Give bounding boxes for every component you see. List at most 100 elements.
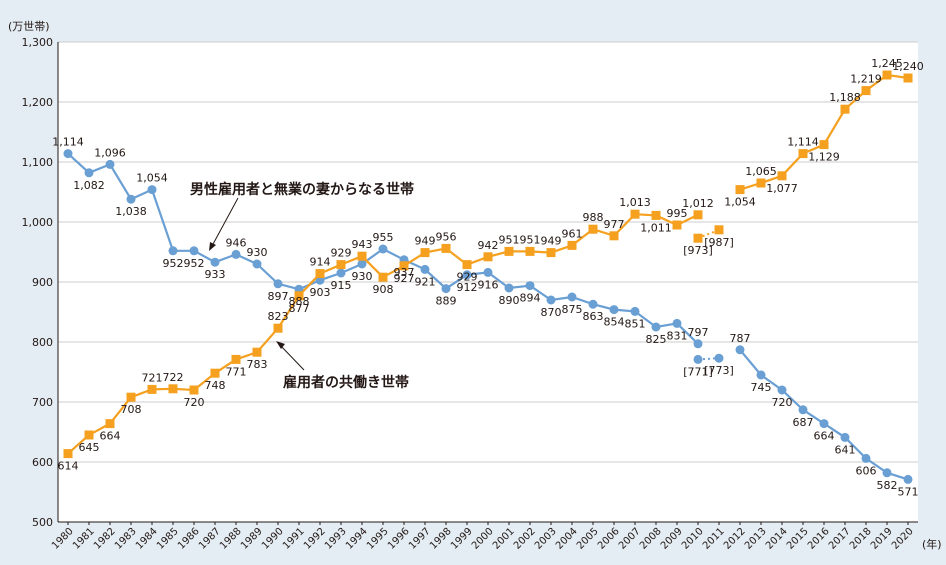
single-income-value-label: 916 [478,278,499,291]
single-income-value-label: 870 [541,306,562,319]
dual-income-point [63,449,73,459]
single-income-value-label: 641 [835,443,856,456]
legend-dual-income: 雇用者の共働き世帯 [276,341,409,391]
single-income-value-label: 797 [688,326,709,339]
single-income-value-label: 571 [898,485,919,498]
single-income-point [462,270,472,280]
dual-income-point [525,246,535,256]
dual-income-point [840,104,850,114]
single-income-value-label: 912 [457,281,478,294]
single-income-value-label: 952 [163,257,184,270]
single-income-value-label: 890 [499,294,520,307]
dual-income-value-label: 1,219 [850,73,882,86]
dual-income-reference-label: [973] [683,244,713,257]
dual-income-value-label: 929 [331,247,352,260]
single-income-value-label: 952 [184,257,205,270]
dual-income-value-label: 721 [142,371,163,384]
dual-income-value-label: 1,114 [787,136,819,149]
dual-income-reference-point [693,233,703,243]
dual-income-point [798,149,808,159]
dual-income-value-label: 929 [457,271,478,284]
dual-income-point [861,86,871,96]
single-income-value-label: 889 [436,295,457,308]
dual-income-point [903,73,913,83]
dual-income-value-label: 951 [520,233,541,246]
single-income-point [378,244,388,254]
single-income-point [672,318,682,328]
dual-income-point [147,384,157,394]
single-income-value-label: 745 [751,381,772,394]
dual-income-reference-point [714,225,724,235]
dual-income-point [483,252,493,262]
dual-income-value-label: 927 [394,272,415,285]
dual-income-reference-label: [987] [704,236,734,249]
dual-income-value-label: 914 [310,256,331,269]
dual-income-value-label: 748 [205,379,226,392]
legend-dual-income-arrowhead [276,341,285,349]
dual-income-point [441,243,451,253]
single-income-point [147,185,157,195]
gridlines [58,41,918,523]
single-income-reference-label: [773] [704,364,734,377]
single-income-point [357,259,367,269]
single-income-value-label: 1,082 [73,179,105,192]
dual-income-point [378,272,388,282]
y-tick-label: 500 [32,516,53,529]
single-income-value-label: 937 [394,266,415,279]
single-income-value-label: 1,114 [52,136,84,149]
single-income-value-label: 664 [814,430,835,443]
single-income-point [126,194,136,204]
dual-income-point [693,210,703,220]
dual-income-value-label: 1,077 [766,182,798,195]
single-income-point [819,419,829,429]
single-income-point [84,168,94,178]
legend-single-income: 男性雇用者と無業の妻からなる世帯 [190,181,414,251]
dual-income-value-label: 1,188 [829,91,861,104]
single-income-value-label: 854 [604,316,625,329]
single-income-point [210,257,220,267]
dual-income-point [210,368,220,378]
single-income-point [105,159,115,169]
dual-income-point [105,419,115,429]
dual-income-point [315,269,325,279]
single-income-point [609,305,619,315]
dual-income-value-label: 961 [562,227,583,240]
dual-income-value-label: 1,240 [892,60,924,73]
single-income-value-label: 787 [730,332,751,345]
dual-income-point [84,430,94,440]
x-axis-unit-label: (年) [922,537,942,551]
dual-income-point [231,354,241,364]
single-income-point [525,281,535,291]
legend-single-income-leader [211,197,239,247]
dual-income-value-label: 1,245 [871,57,903,70]
dual-income-point [336,260,346,270]
single-income-value-label: 930 [247,246,268,259]
dual-income-value-label: 943 [352,238,373,251]
single-income-value-label: 851 [625,317,646,330]
single-income-value-label: 903 [310,286,331,299]
single-income-point [882,468,892,478]
single-income-value-label: 955 [373,231,394,244]
dual-income-value-label: 1,065 [745,165,777,178]
dual-income-value-label: 956 [436,230,457,243]
single-income-value-label: 894 [520,292,541,305]
dual-income-point [252,347,262,357]
single-income-point [861,453,871,463]
dual-income-value-label: 645 [79,441,100,454]
single-income-point [441,284,451,294]
single-income-value-label: 897 [268,290,289,303]
single-income-value-label: 606 [856,464,877,477]
single-income-point [567,292,577,302]
single-income-value-label: 875 [562,303,583,316]
single-income-point [168,246,178,256]
dual-income-reference-line [697,228,720,240]
dual-income-point [651,210,661,220]
dual-income-value-label: 877 [289,302,310,315]
dual-income-point [630,209,640,219]
single-income-value-label: 582 [877,479,898,492]
dual-income-value-label: 949 [541,235,562,248]
y-axis: 500 600 700 800 900 1,000 1,100 1,200 1,300 [22,36,59,529]
single-income-value-label: 915 [331,279,352,292]
single-income-point [336,268,346,278]
